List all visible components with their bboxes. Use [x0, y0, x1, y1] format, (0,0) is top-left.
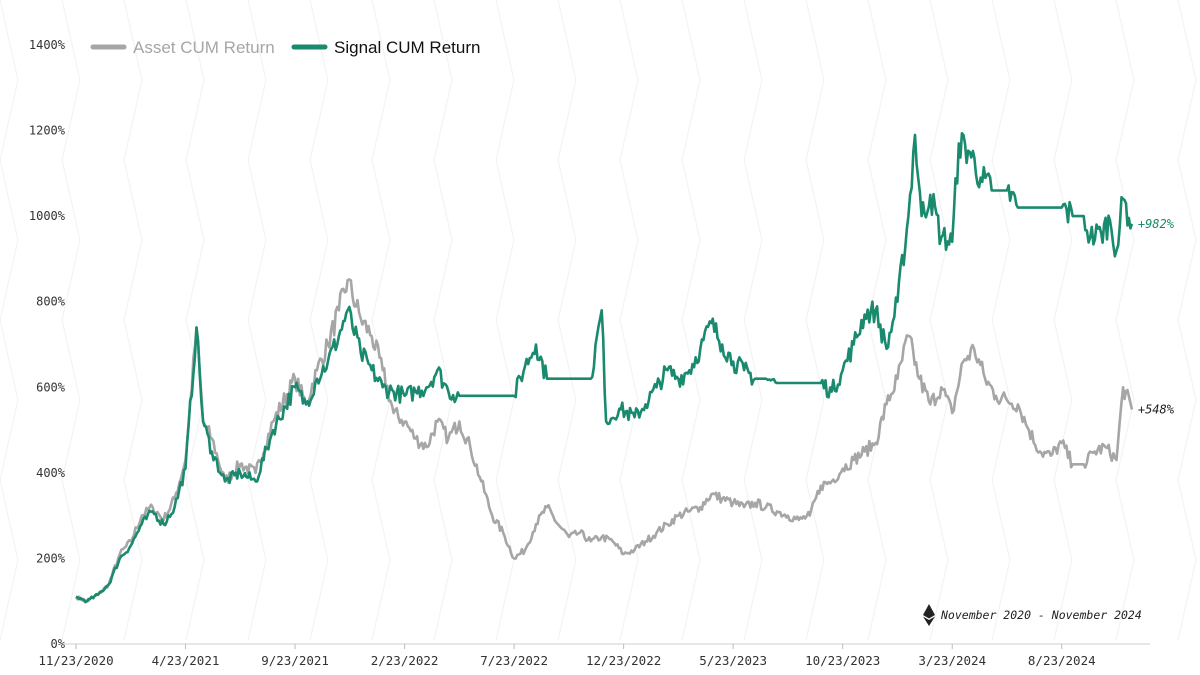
x-axis-tick-labels: 11/23/2020 4/23/2021 9/23/2021 2/23/2022 7/2… [38, 644, 1096, 668]
grid-line [929, 0, 949, 641]
legend-asset-label: Asset CUM Return [133, 38, 275, 57]
grid-line [1177, 0, 1197, 641]
date-range-note: November 2020 - November 2024 [923, 604, 1142, 626]
x-tick-label: 8/23/2024 [1028, 653, 1096, 668]
x-tick-label: 9/23/2021 [261, 653, 329, 668]
legend-signal-label: Signal CUM Return [334, 38, 480, 57]
background-grid [0, 0, 1197, 641]
y-tick-label: 0% [51, 637, 66, 651]
x-tick-label: 5/23/2023 [699, 653, 767, 668]
grid-line [247, 0, 267, 641]
series-line-signal [75, 132, 1134, 604]
grid-line [557, 0, 577, 641]
grid-line [1053, 0, 1073, 641]
ethereum-icon [923, 604, 935, 626]
grid-line [433, 0, 453, 641]
grid-line [1115, 0, 1135, 641]
grid-line [619, 0, 639, 641]
grid-line [371, 0, 391, 641]
x-tick-label: 11/23/2020 [38, 653, 113, 668]
grid-line [309, 0, 329, 641]
x-tick-label: 2/23/2022 [371, 653, 439, 668]
legend: Asset CUM Return Signal CUM Return [90, 38, 480, 57]
grid-line [743, 0, 763, 641]
grid-line [991, 0, 1011, 641]
y-tick-label: 1400% [29, 38, 66, 52]
end-label-signal: +982% [1138, 217, 1175, 231]
grid-line [0, 0, 19, 641]
grid-line [61, 0, 81, 641]
date-range-text: November 2020 - November 2024 [940, 608, 1142, 622]
x-tick-label: 3/23/2024 [918, 653, 986, 668]
y-tick-label: 400% [36, 466, 66, 480]
y-tick-label: 600% [36, 380, 66, 394]
series-line-asset [74, 278, 1134, 603]
grid-line [495, 0, 515, 641]
y-tick-label: 800% [36, 295, 66, 309]
grid-line [185, 0, 205, 641]
y-tick-label: 1200% [29, 124, 66, 138]
x-tick-label: 10/23/2023 [805, 653, 880, 668]
x-tick-label: 12/23/2022 [586, 653, 661, 668]
x-tick-label: 4/23/2021 [152, 653, 220, 668]
y-tick-label: 1000% [29, 209, 66, 223]
x-tick-label: 7/23/2022 [480, 653, 548, 668]
series-lines [74, 132, 1134, 604]
y-tick-label: 200% [36, 551, 66, 565]
series-end-labels: +548% +982% [1138, 217, 1175, 417]
y-axis-tick-labels: 0% 200% 400% 600% 800% 1000% 1200% 1400% [29, 38, 66, 651]
grid-line [681, 0, 701, 641]
end-label-asset: +548% [1138, 403, 1175, 417]
grid-line [805, 0, 825, 641]
